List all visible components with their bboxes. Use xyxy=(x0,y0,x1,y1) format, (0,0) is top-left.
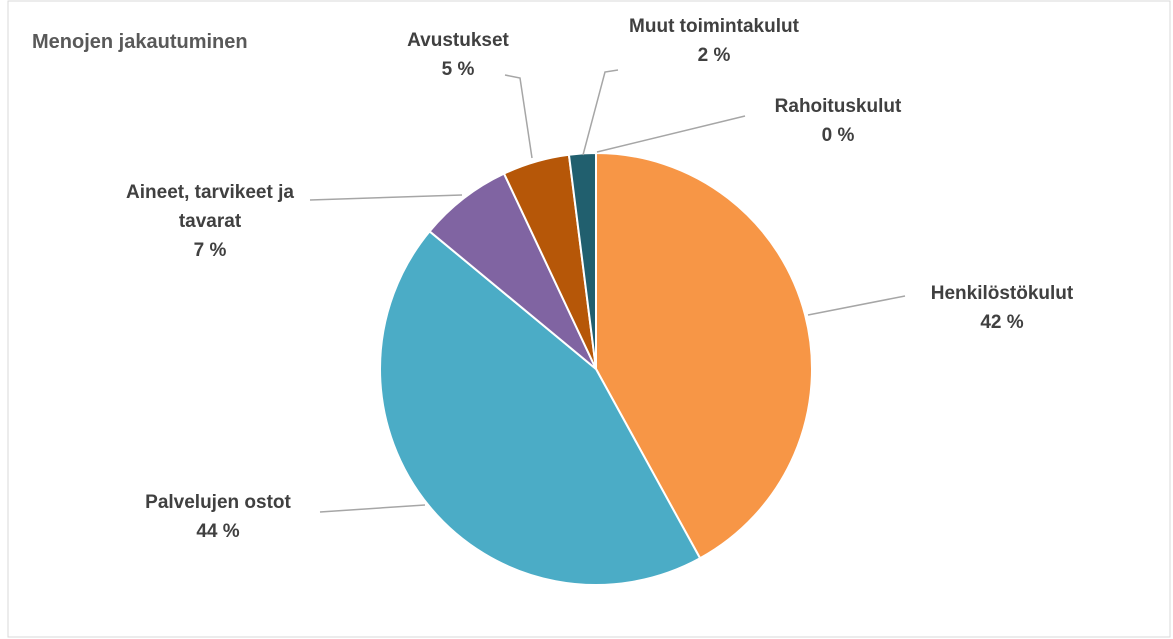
data-label: Avustukset 5 % xyxy=(383,26,533,84)
leader-line xyxy=(807,295,906,316)
value-label: 7 % xyxy=(193,240,227,261)
category-label: Muut toimintakulut xyxy=(629,16,799,37)
leader-line xyxy=(309,194,463,201)
category-label: Rahoituskulut xyxy=(774,96,902,117)
category-label: Avustukset xyxy=(407,30,509,51)
category-label: Aineet, tarvikeet ja tavarat xyxy=(126,182,294,232)
data-label: Aineet, tarvikeet ja tavarat 7 % xyxy=(108,178,313,265)
leader-line xyxy=(596,115,746,153)
value-label: 5 % xyxy=(441,59,475,80)
data-label: Palvelujen ostot 44 % xyxy=(108,488,328,546)
pie-slice xyxy=(379,229,702,586)
leader-line xyxy=(582,69,619,156)
chart-title: Menojen jakautuminen xyxy=(32,31,248,53)
value-label: 0 % xyxy=(821,125,855,146)
leader-line xyxy=(319,504,426,513)
data-label: Muut toimintakulut 2 % xyxy=(629,12,799,70)
value-label: 44 % xyxy=(196,521,240,542)
data-label: Rahoituskulut 0 % xyxy=(748,92,928,150)
value-label: 2 % xyxy=(697,45,731,66)
category-label: Palvelujen ostot xyxy=(145,492,291,513)
leader-line xyxy=(504,74,533,159)
value-label: 42 % xyxy=(980,312,1024,333)
data-label: Henkilöstökulut 42 % xyxy=(892,279,1112,337)
category-label: Henkilöstökulut xyxy=(930,283,1074,304)
pie-slice xyxy=(595,151,813,560)
